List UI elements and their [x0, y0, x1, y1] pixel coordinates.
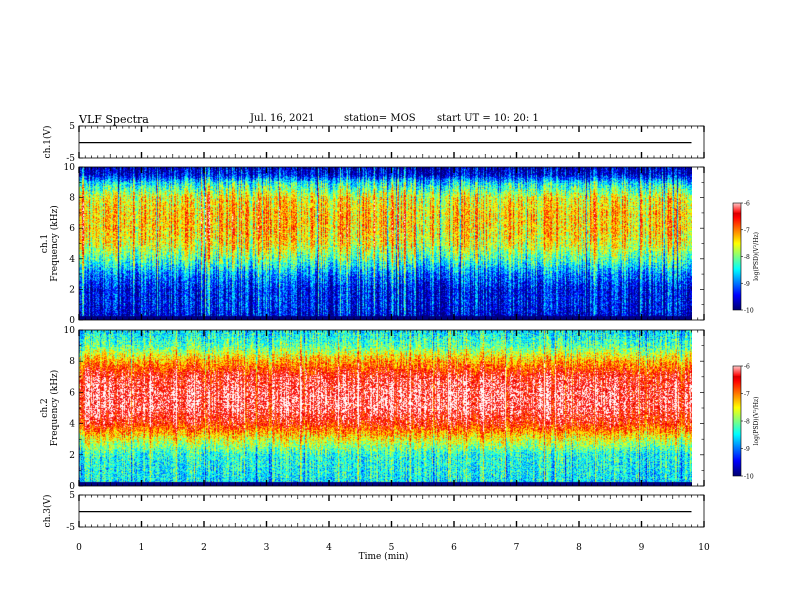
colorbar-label: log(PSD)(V²/Hz) [753, 232, 760, 281]
ch1-spectrogram-image [79, 167, 692, 320]
x-tick-label: 3 [264, 543, 270, 553]
y-axis-label: Frequency (kHz) [49, 205, 60, 282]
y-tick-label: 0 [69, 482, 75, 492]
y-axis-label: ch.1 [40, 234, 50, 253]
chart-title: VLF Spectra [79, 113, 149, 126]
y-axis-label: ch.3(V) [42, 495, 53, 528]
y-tick-label: 8 [69, 357, 75, 367]
x-tick-label: 7 [514, 543, 520, 553]
x-tick-label: 9 [639, 543, 645, 553]
y-tick-label: 4 [69, 255, 75, 265]
colorbar-tick-label: -6 [744, 364, 750, 371]
y-tick-label: 6 [69, 224, 75, 234]
x-tick-label: 10 [698, 543, 710, 553]
start-ut-label: start UT = 10: 20: 1 [437, 113, 539, 124]
colorbar-tick-label: -10 [744, 308, 754, 315]
colorbar-tick-label: -7 [744, 227, 750, 234]
x-tick-label: 2 [201, 543, 207, 553]
y-tick-label: 8 [69, 194, 75, 204]
ch1-spectrogram-colorbar [733, 203, 741, 310]
y-tick-label: 10 [64, 163, 76, 173]
x-axis-label: Time (min) [359, 551, 409, 562]
x-tick-label: 0 [76, 543, 82, 553]
y-tick-label: 4 [69, 420, 75, 430]
y-tick-label: -5 [66, 523, 75, 533]
colorbar-tick-label: -7 [744, 391, 750, 398]
colorbar-tick-label: -10 [744, 474, 754, 481]
colorbar-tick-label: -8 [744, 254, 750, 261]
colorbar-tick-label: -6 [744, 201, 750, 208]
y-axis-label: ch.2 [40, 398, 50, 417]
x-tick-label: 4 [326, 543, 332, 553]
date-label: Jul. 16, 2021 [250, 113, 315, 124]
y-tick-label: 2 [69, 451, 75, 461]
ch2-spectrogram-colorbar [733, 366, 741, 476]
colorbar-tick-label: -9 [744, 281, 750, 288]
ch2-spectrogram-image [79, 330, 692, 486]
colorbar-tick-label: -8 [744, 419, 750, 426]
y-tick-label: 2 [69, 285, 75, 295]
x-tick-label: 8 [576, 543, 582, 553]
y-tick-label: -5 [66, 154, 75, 164]
y-axis-label: Frequency (kHz) [49, 370, 60, 447]
colorbar-tick-label: -9 [744, 446, 750, 453]
x-tick-label: 5 [389, 543, 395, 553]
x-tick-label: 1 [139, 543, 145, 553]
y-tick-label: 6 [69, 388, 75, 398]
y-tick-label: 5 [69, 122, 75, 132]
y-tick-label: 0 [69, 316, 75, 326]
station-label: station= MOS [344, 113, 416, 124]
y-tick-label: 10 [64, 326, 76, 336]
x-tick-label: 6 [451, 543, 457, 553]
y-tick-label: 5 [69, 491, 75, 501]
colorbar-label: log(PSD)(V²/Hz) [753, 397, 760, 446]
y-axis-label: ch.1(V) [42, 126, 53, 159]
